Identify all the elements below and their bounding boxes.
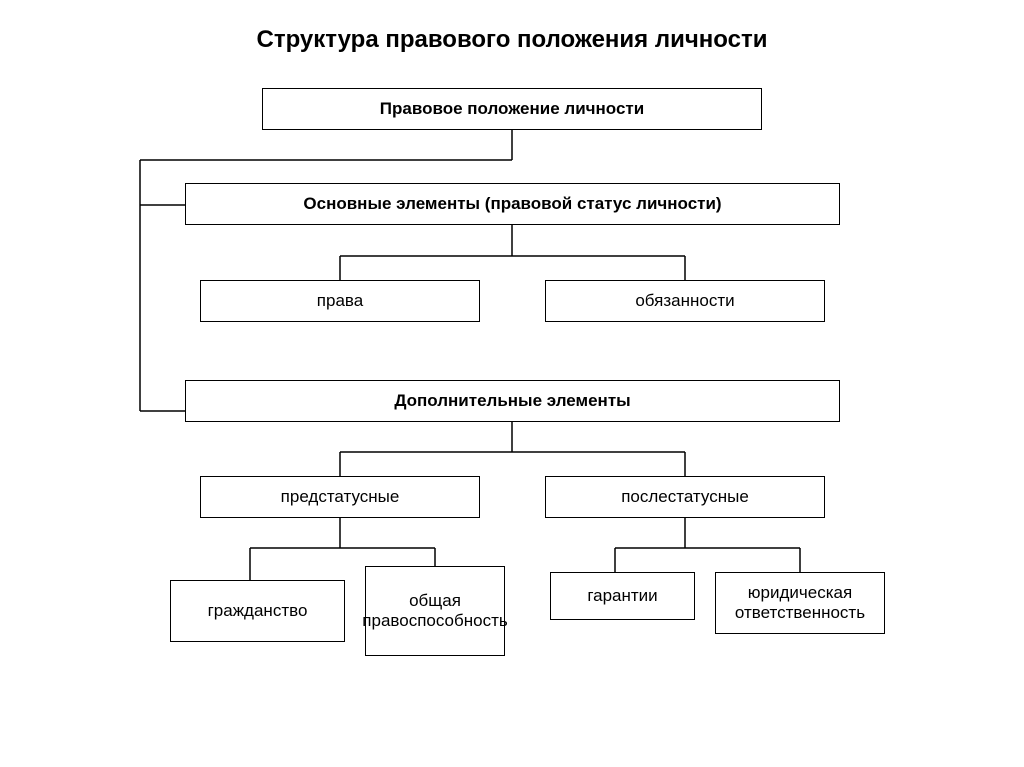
box-main-elements: Основные элементы (правовой статус лично… [185, 183, 840, 225]
box-capacity: общая правоспособность [365, 566, 505, 656]
box-rights: права [200, 280, 480, 322]
box-post-status: послестатусные [545, 476, 825, 518]
diagram-title-text: Структура правового положения личности [257, 26, 768, 53]
box-root: Правовое положение личности [262, 88, 762, 130]
diagram-title: Структура правового положения личности [0, 26, 1024, 54]
box-guarantees: гарантии [550, 572, 695, 620]
diagram-canvas: Структура правового положения личности П… [0, 0, 1024, 767]
box-citizenship: гражданство [170, 580, 345, 642]
box-extra-elements: Дополнительные элементы [185, 380, 840, 422]
box-pre-status: предстатусные [200, 476, 480, 518]
box-liability: юридическая ответственность [715, 572, 885, 634]
box-duties: обязанности [545, 280, 825, 322]
